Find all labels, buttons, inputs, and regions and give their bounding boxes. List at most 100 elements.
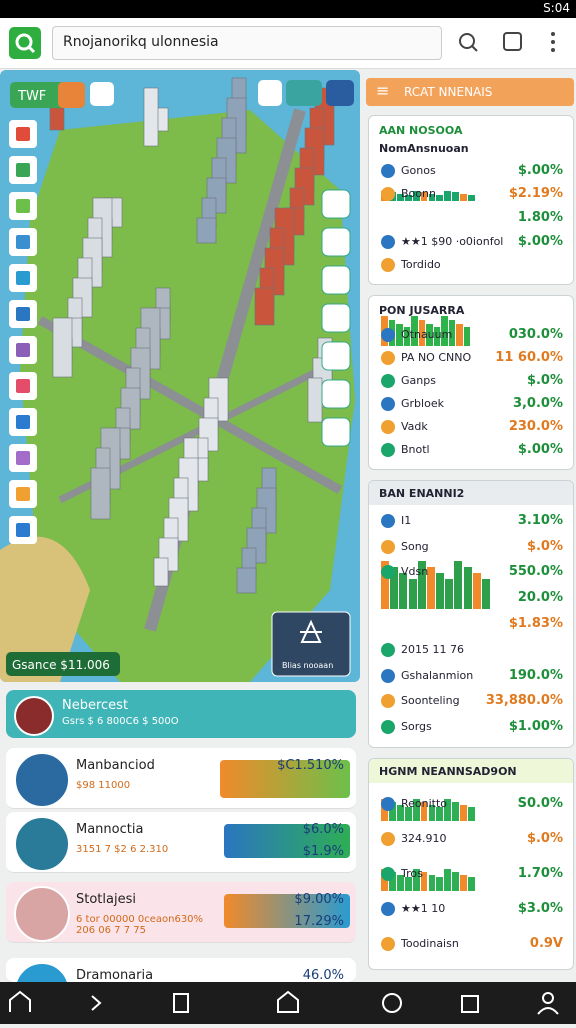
row-value: $1.00% — [508, 719, 563, 735]
row-icon — [381, 668, 395, 683]
row-value: $.00% — [517, 442, 563, 458]
item-subtitle: Gsrs $ 6 800C6 $ 500O — [62, 716, 179, 727]
chart-bar — [463, 567, 472, 609]
item-value: 46.0% — [302, 968, 344, 983]
row-label: Boonn — [401, 187, 436, 201]
chart-bar — [468, 807, 475, 821]
chart-bar — [460, 804, 468, 821]
building — [52, 317, 73, 378]
building — [254, 287, 275, 326]
row-label: Gshalanmion — [401, 668, 474, 682]
map-tool[interactable] — [321, 227, 351, 257]
clock: S:04 — [543, 1, 570, 15]
row-label: Toodinaisn — [401, 937, 459, 951]
map-tool[interactable] — [321, 379, 351, 409]
building — [196, 217, 217, 244]
row-value: $3.0% — [517, 901, 563, 917]
list-item[interactable]: Manbanciod $98 11000 $C1.510% — [6, 748, 356, 809]
map-tool-icon — [16, 343, 30, 357]
map-tool[interactable] — [321, 417, 351, 447]
map-tool[interactable] — [321, 189, 351, 219]
row-label: I1 — [401, 513, 412, 527]
row-icon — [381, 513, 395, 528]
row-icon — [381, 187, 395, 202]
chart-bar — [396, 804, 404, 821]
map-tab[interactable]: TWF — [17, 89, 46, 104]
row-label: ★★1 $90 ·o0ionfol — [401, 234, 504, 248]
chart-bar — [472, 573, 481, 609]
map-tool[interactable] — [321, 341, 351, 371]
search-button[interactable] — [9, 27, 41, 59]
map-tool[interactable] — [321, 265, 351, 295]
item-title: Dramonaria — [76, 968, 154, 983]
chart-bar — [412, 799, 420, 821]
row-icon — [381, 443, 395, 458]
info-card: AAN NOSOOA NomAnsnuoan Gonos $.00% Boonn $2.1… — [368, 115, 574, 285]
chart-bar — [388, 801, 396, 821]
row-icon — [381, 373, 395, 388]
row-label: Bnotl — [401, 443, 430, 457]
row-value: $1.83% — [508, 616, 563, 631]
row-label: Tordido — [401, 258, 441, 272]
row-value: $2.19% — [508, 186, 563, 202]
toolbar-icons[interactable] — [456, 30, 566, 56]
row-label: Grbloek — [401, 397, 444, 411]
map-tool-icon — [16, 487, 30, 501]
chart-bar — [404, 877, 412, 891]
nav-bar — [0, 982, 576, 1024]
row-value: $.0% — [526, 372, 563, 388]
item-title: Stotlajesi — [76, 892, 136, 907]
row-icon — [381, 796, 395, 811]
card-subtitle: NomAnsnuoan — [379, 142, 469, 155]
chart-bar — [418, 319, 425, 346]
map-tool-icon — [16, 523, 30, 537]
building — [153, 557, 169, 587]
item-value: $9.00% — [294, 892, 344, 907]
chart-bar — [436, 194, 444, 201]
menu-icon[interactable]: ≡ — [376, 81, 390, 100]
map-tool[interactable] — [321, 303, 351, 333]
row-label: Sorgs — [401, 720, 432, 734]
chart-bar — [445, 579, 454, 609]
row-value: 11 60.0% — [495, 349, 563, 365]
chart-bar — [452, 801, 460, 821]
avatar — [14, 696, 54, 736]
list-item[interactable]: Stotlajesi 6 tor 00000 0ceaon630% 206 06 … — [6, 882, 356, 943]
building — [307, 377, 323, 423]
card-title: BAN ENANNI2 — [369, 481, 573, 505]
list-item[interactable]: Mannoctia 3151 7 $2 6 2.310 $6.0% $1.9% — [6, 812, 356, 873]
chart-bar — [456, 323, 463, 346]
map-tool-icon — [16, 163, 30, 177]
map-tool-icon — [16, 451, 30, 465]
chart-bar — [460, 193, 468, 201]
row-icon — [381, 642, 395, 657]
chart-bar — [436, 807, 444, 821]
status-bar: S:04 — [0, 0, 576, 18]
item-subtitle: 3151 7 $2 6 2.310 — [76, 844, 169, 855]
row-value: S0.0% — [517, 795, 563, 811]
city-map[interactable]: TWF Gsance $11.006 Blias nooaan — [0, 70, 360, 682]
row-value: 030.0% — [508, 326, 563, 342]
row-icon — [381, 565, 395, 580]
list-item[interactable]: Nebercest Gsrs $ 6 800C6 $ 500O — [6, 690, 356, 738]
row-value: $.00% — [517, 162, 563, 178]
chart-bar — [403, 327, 410, 346]
row-value: 230.0% — [508, 419, 563, 435]
row-icon — [381, 163, 395, 178]
row-label: 2015 11 76 — [401, 642, 464, 656]
search-text: Rnojanorikq ulonnesia — [63, 34, 219, 50]
chart-bar — [412, 869, 420, 891]
row-label: Ganps — [401, 373, 436, 387]
card-title: HGNM NEANNSAD9ON — [369, 759, 573, 783]
row-label: Tros — [401, 867, 423, 880]
item-title: Manbanciod — [76, 758, 155, 773]
chart-bar — [433, 327, 440, 346]
row-label: Otnauum — [401, 327, 453, 341]
search-field[interactable]: Rnojanorikq ulonnesia — [52, 26, 442, 60]
action-card[interactable]: Blias nooaan — [282, 661, 333, 670]
list-item[interactable]: Dramonaria 46.0% — [6, 958, 356, 983]
row-value: 3,0.0% — [512, 396, 563, 412]
chart-bar — [388, 871, 396, 891]
chart-bar — [408, 579, 417, 609]
